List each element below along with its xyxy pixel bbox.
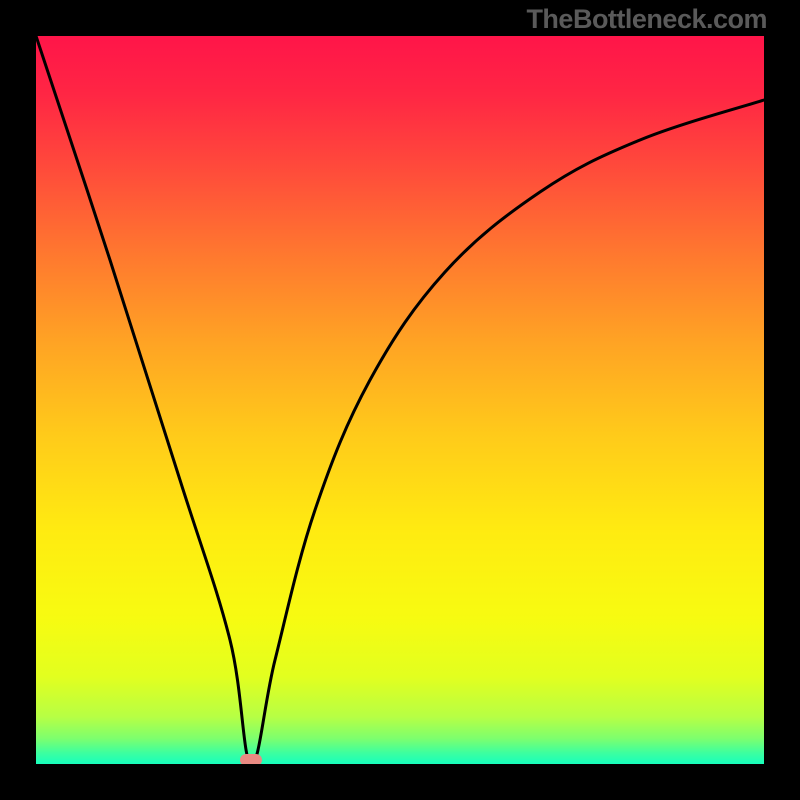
watermark-text: TheBottleneck.com [526, 4, 767, 35]
frame-border [0, 0, 36, 800]
frame-border [0, 764, 800, 800]
plot-background [36, 36, 764, 764]
frame-border [764, 0, 800, 800]
bottleneck-chart [0, 0, 800, 800]
chart-svg [0, 0, 800, 800]
